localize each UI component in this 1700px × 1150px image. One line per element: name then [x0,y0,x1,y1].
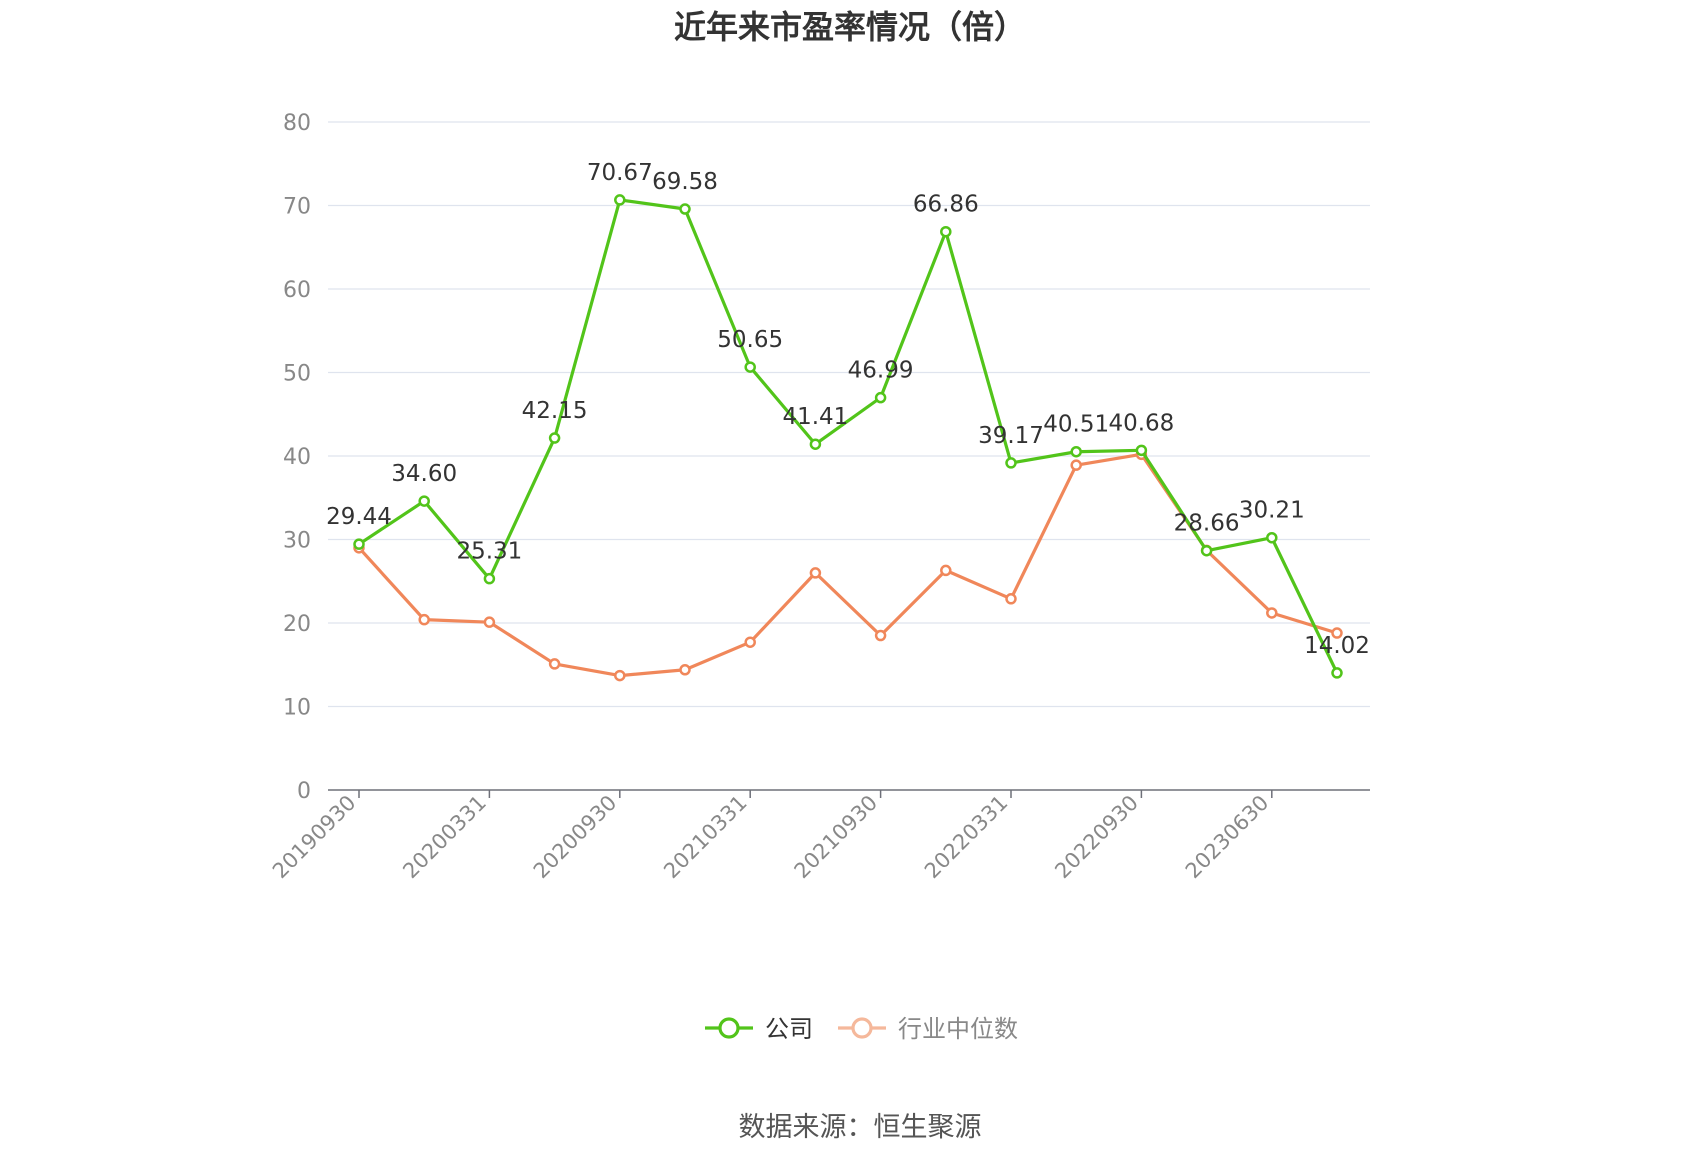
y-tick-label: 0 [297,779,311,804]
data-label: 25.31 [456,539,522,565]
x-tick-label: 20220331 [920,791,1013,884]
data-label: 28.66 [1174,511,1240,537]
data-point [679,664,691,676]
data-point [940,225,952,238]
data-point [1070,445,1082,458]
x-tick-label: 20210930 [790,791,883,884]
data-point [1005,457,1017,469]
y-tick-label: 30 [283,529,311,554]
data-point [418,613,430,626]
data-label: 50.65 [717,327,783,353]
data-label: 42.15 [522,398,588,424]
data-label: 66.86 [913,192,979,218]
y-tick-label: 80 [283,111,311,136]
data-label: 40.68 [1108,410,1174,436]
data-label: 14.02 [1304,633,1370,659]
data-point [1331,627,1343,639]
x-tick-label: 20200331 [398,791,491,884]
data-point [483,572,496,585]
data-point [483,616,496,628]
data-point [1266,531,1278,544]
x-axis: 20190930 20200331 20200930 20210331 20210930… [268,789,1370,884]
data-point [1135,444,1148,457]
y-tick-label: 20 [283,612,311,637]
series-line-industry-median [357,452,1338,678]
data-label: 40.51 [1043,412,1109,438]
y-tick-label: 40 [283,445,311,470]
data-point [614,194,626,206]
x-tick-label: 20210331 [659,791,752,884]
x-tick-label: 20200930 [529,791,622,884]
legend-label: 行业中位数 [898,1015,1018,1043]
data-point [418,495,430,507]
data-labels: 29.44 34.60 25.31 42.15 70.67 69.58 50.65 41.41… [326,160,1370,659]
data-source: 数据来源：恒生聚源 [739,1112,982,1143]
data-point [1266,607,1278,619]
data-label: 30.21 [1239,498,1305,524]
legend-marker [718,1017,740,1039]
data-point [874,391,887,404]
legend-marker [851,1017,873,1039]
y-tick-label: 10 [283,696,311,721]
data-point [1200,544,1213,557]
data-point [548,432,561,444]
grid-lines [328,121,1370,708]
x-tick-label: 20230630 [1181,791,1274,884]
data-label: 70.67 [587,160,653,186]
data-point [744,361,756,373]
y-tick-label: 70 [283,195,311,220]
x-tick-label: 20220930 [1050,791,1143,884]
x-tick-label: 20190930 [268,791,361,884]
series-line-company [358,198,1339,674]
chart-title: 近年来市盈率情况（倍） [674,8,1026,46]
data-label: 34.60 [391,461,457,487]
legend-label: 公司 [765,1015,813,1043]
data-point [614,669,626,682]
y-tick-label: 50 [283,362,311,387]
series-layer [353,194,1343,682]
data-point [744,636,756,648]
data-point [353,538,365,550]
data-label: 29.44 [326,504,392,530]
y-tick-label: 60 [283,278,311,303]
data-point [1331,667,1343,679]
data-label: 39.17 [978,423,1044,449]
y-axis: 0 10 20 30 40 50 60 70 80 [283,111,311,804]
data-point [1005,593,1017,605]
data-point [940,564,952,577]
data-point [809,438,822,450]
data-label: 41.41 [782,404,848,430]
data-point [1070,459,1082,471]
data-point [548,658,561,670]
data-label: 69.58 [652,169,718,195]
data-point [809,567,822,579]
legend[interactable]: 公司 行业中位数 [705,1015,1018,1043]
legend-item-company[interactable]: 公司 [705,1015,813,1043]
data-label: 46.99 [848,358,914,384]
data-point [679,203,691,215]
legend-item-industry-median[interactable]: 行业中位数 [838,1015,1018,1043]
data-point [874,629,887,642]
